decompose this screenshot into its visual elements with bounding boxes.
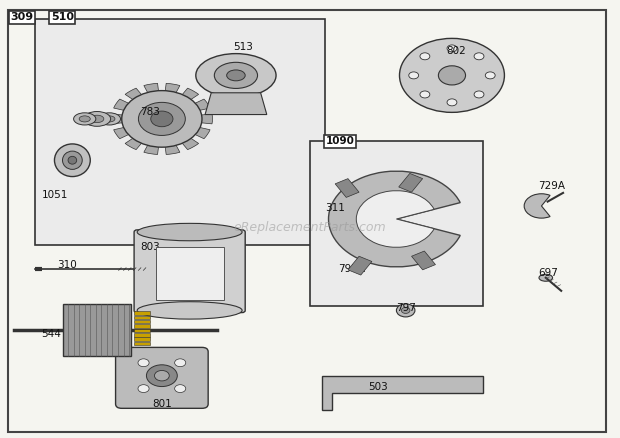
Circle shape <box>420 53 430 60</box>
Circle shape <box>138 359 149 367</box>
Bar <box>399 173 423 192</box>
FancyBboxPatch shape <box>134 230 245 313</box>
Wedge shape <box>162 88 198 119</box>
Circle shape <box>151 111 173 127</box>
Text: eReplacementParts.com: eReplacementParts.com <box>234 221 386 234</box>
Bar <box>412 251 435 270</box>
Circle shape <box>396 304 415 317</box>
Ellipse shape <box>137 223 242 241</box>
Circle shape <box>409 72 419 79</box>
Text: 513: 513 <box>233 42 253 52</box>
Bar <box>156 247 224 300</box>
Text: 1051: 1051 <box>42 190 68 200</box>
Wedge shape <box>329 171 460 267</box>
Circle shape <box>399 39 505 113</box>
Text: 310: 310 <box>57 260 77 270</box>
Wedge shape <box>113 99 162 119</box>
Wedge shape <box>113 119 162 139</box>
Text: 803: 803 <box>140 242 160 252</box>
Ellipse shape <box>84 112 110 126</box>
Bar <box>134 333 149 336</box>
Text: 544: 544 <box>42 329 61 339</box>
Circle shape <box>447 45 457 52</box>
Ellipse shape <box>227 70 245 81</box>
Wedge shape <box>162 119 180 155</box>
Circle shape <box>447 99 457 106</box>
Bar <box>134 324 149 328</box>
Bar <box>348 256 372 275</box>
Wedge shape <box>162 83 180 119</box>
Wedge shape <box>356 191 434 247</box>
Text: 801: 801 <box>153 399 172 409</box>
Wedge shape <box>144 119 162 155</box>
Ellipse shape <box>79 116 91 122</box>
Bar <box>134 320 149 323</box>
Wedge shape <box>524 194 550 218</box>
Circle shape <box>474 91 484 98</box>
Circle shape <box>420 91 430 98</box>
Wedge shape <box>125 88 162 119</box>
Circle shape <box>175 359 186 367</box>
Ellipse shape <box>55 144 91 177</box>
Circle shape <box>154 371 169 381</box>
Circle shape <box>138 102 185 135</box>
Text: 797: 797 <box>396 303 416 313</box>
FancyBboxPatch shape <box>7 10 606 432</box>
Ellipse shape <box>104 116 115 122</box>
Circle shape <box>146 365 177 387</box>
Wedge shape <box>162 119 198 150</box>
FancyBboxPatch shape <box>35 19 326 245</box>
Circle shape <box>438 66 466 85</box>
Bar <box>134 342 149 345</box>
Circle shape <box>122 91 202 147</box>
Polygon shape <box>205 93 267 115</box>
Ellipse shape <box>539 274 552 281</box>
Circle shape <box>485 72 495 79</box>
Text: 797A: 797A <box>338 264 365 274</box>
Text: 510: 510 <box>51 12 74 22</box>
Ellipse shape <box>68 156 77 164</box>
Text: 729A: 729A <box>538 181 565 191</box>
Bar <box>63 304 131 356</box>
FancyBboxPatch shape <box>310 141 483 306</box>
Text: 697: 697 <box>538 268 558 279</box>
Bar <box>134 337 149 341</box>
Polygon shape <box>322 376 483 410</box>
Ellipse shape <box>215 62 257 88</box>
Circle shape <box>474 53 484 60</box>
Text: 311: 311 <box>326 203 345 213</box>
Wedge shape <box>111 114 162 124</box>
FancyBboxPatch shape <box>115 347 208 408</box>
Wedge shape <box>162 99 210 119</box>
Bar <box>134 328 149 332</box>
Text: 783: 783 <box>140 107 160 117</box>
Circle shape <box>401 307 410 314</box>
Text: 309: 309 <box>11 12 33 22</box>
Ellipse shape <box>63 151 82 170</box>
Bar <box>134 311 149 315</box>
Ellipse shape <box>74 113 96 125</box>
Wedge shape <box>144 83 162 119</box>
Text: 802: 802 <box>446 46 466 57</box>
Ellipse shape <box>196 53 276 97</box>
Circle shape <box>175 385 186 392</box>
Ellipse shape <box>91 115 104 123</box>
Bar <box>134 316 149 319</box>
Circle shape <box>138 385 149 392</box>
Text: 503: 503 <box>369 381 388 392</box>
Ellipse shape <box>99 113 120 125</box>
Text: 1090: 1090 <box>326 136 354 146</box>
Bar <box>335 179 359 198</box>
Wedge shape <box>162 119 210 139</box>
Wedge shape <box>125 119 162 150</box>
Ellipse shape <box>137 302 242 319</box>
Wedge shape <box>162 114 213 124</box>
